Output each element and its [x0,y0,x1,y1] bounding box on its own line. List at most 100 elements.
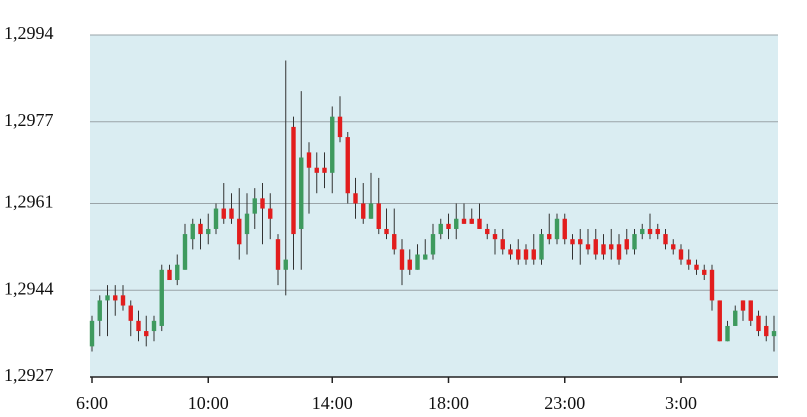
candle-body [562,218,567,240]
candle-body [492,234,498,240]
candle-body [175,264,180,281]
candle-body [399,249,405,270]
candle-body [159,269,164,326]
candle-body [570,239,575,245]
candle-body [260,198,265,209]
candle-body [632,234,637,250]
candle-body [97,300,102,321]
x-tick-label: 18:00 [428,393,469,413]
candle-body [585,244,591,250]
candle-body [578,239,583,245]
candle-body [485,228,490,235]
candle-body [105,295,110,301]
candle-body [663,234,668,245]
candle-body [601,244,606,255]
candle-body [733,310,738,326]
candle-body [539,234,544,260]
candle-body [252,198,257,214]
candle-body [694,264,699,270]
candle-body [392,234,397,250]
candle-body [407,259,412,270]
candle-body [167,269,172,281]
candle-body [508,249,513,255]
candle-body [384,228,389,235]
candle-body [275,239,281,270]
candle-body [748,300,753,321]
y-tick-label: 1,2944 [4,278,54,298]
candle-body [113,295,118,301]
x-tick-label: 3:00 [665,393,697,413]
candle-body [89,320,95,347]
candle-body [244,213,250,235]
candle-body [306,152,312,168]
candle-body [554,218,560,240]
candle-body [616,244,622,260]
candle-body [647,228,653,235]
candle-body [330,116,335,173]
candle-body [299,157,304,229]
candle-body [415,254,420,270]
candle-body [764,325,769,337]
x-tick-label: 6:00 [76,393,108,413]
candle-body [213,208,219,229]
candle-body [678,249,684,260]
candle-body [151,320,157,332]
candle-body [291,126,296,235]
candle-body [740,300,746,311]
candle-body [368,203,374,219]
candle-body [438,223,443,235]
candle-body [283,259,288,270]
candle-body [547,234,552,240]
candle-body [268,208,273,219]
candle-body [686,259,691,265]
candle-body [609,244,614,250]
candle-body [500,239,505,250]
candle-body [221,208,226,219]
candle-body [322,167,327,173]
candle-body [190,223,195,240]
candle-body [237,218,242,245]
candle-body [198,223,203,235]
candle-body [345,137,350,194]
candle-body [120,295,126,306]
candle-body [640,228,645,235]
candle-body [136,320,141,332]
candle-body [454,218,459,229]
y-tick-label: 1,2994 [4,23,54,43]
candle-body [430,234,436,255]
candle-body [717,300,722,342]
candle-body [229,208,234,219]
candle-body [446,223,451,229]
candle-body [671,244,676,250]
candle-body [725,325,730,342]
candle-body [531,249,536,260]
candle-body [144,331,149,337]
y-tick-label: 1,2977 [4,110,54,130]
candle-body [128,305,133,321]
candle-body [709,269,715,301]
candle-body [771,331,777,337]
candle-body [523,249,529,260]
candle-body [361,203,366,219]
y-tick-label: 1,2927 [4,365,54,385]
candle-body [206,228,211,235]
candle-body [469,218,474,224]
candle-body [376,203,381,229]
candle-body [353,193,358,204]
candle-body [593,239,598,255]
x-tick-label: 10:00 [188,393,229,413]
candle-body [461,218,467,224]
candle-body [516,249,521,260]
plot-area [90,35,778,377]
candle-body [182,234,188,270]
candle-body [624,239,629,250]
candle-body [702,269,707,275]
y-tick-label: 1,2961 [4,192,54,212]
candle-body [756,315,761,332]
candle-body [477,218,482,229]
x-tick-label: 23:00 [544,393,585,413]
candle-body [314,167,319,173]
candle-body [423,254,428,260]
